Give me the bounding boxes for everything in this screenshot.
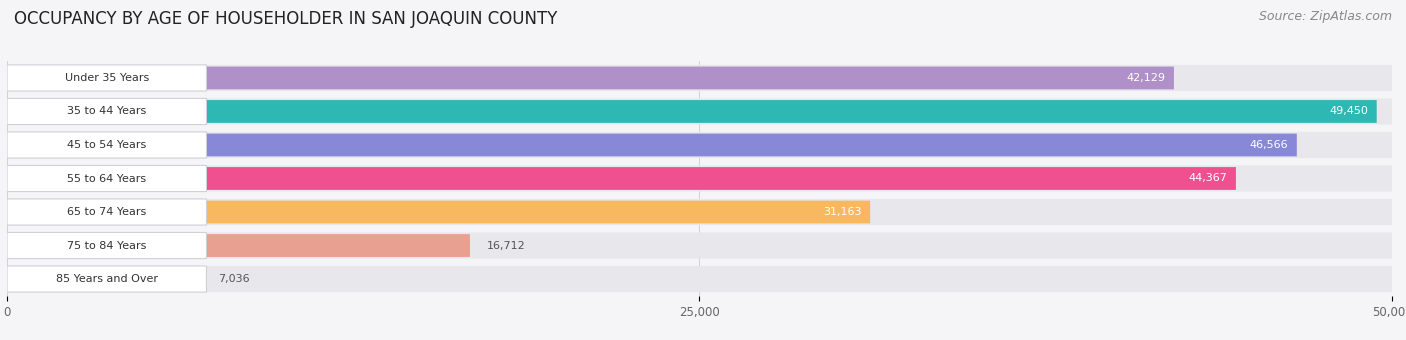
Text: 85 Years and Over: 85 Years and Over xyxy=(56,274,157,284)
FancyBboxPatch shape xyxy=(7,65,1392,91)
FancyBboxPatch shape xyxy=(7,266,1392,292)
Text: 65 to 74 Years: 65 to 74 Years xyxy=(67,207,146,217)
FancyBboxPatch shape xyxy=(7,100,1376,123)
Text: 35 to 44 Years: 35 to 44 Years xyxy=(67,106,146,117)
FancyBboxPatch shape xyxy=(7,201,870,223)
FancyBboxPatch shape xyxy=(7,132,1392,158)
FancyBboxPatch shape xyxy=(7,233,207,259)
FancyBboxPatch shape xyxy=(7,234,470,257)
Text: 44,367: 44,367 xyxy=(1188,173,1227,184)
Text: 46,566: 46,566 xyxy=(1250,140,1288,150)
Text: Under 35 Years: Under 35 Years xyxy=(65,73,149,83)
FancyBboxPatch shape xyxy=(7,98,1392,124)
Text: Source: ZipAtlas.com: Source: ZipAtlas.com xyxy=(1258,10,1392,23)
FancyBboxPatch shape xyxy=(7,166,1392,191)
FancyBboxPatch shape xyxy=(7,166,207,191)
Text: 45 to 54 Years: 45 to 54 Years xyxy=(67,140,146,150)
FancyBboxPatch shape xyxy=(7,67,1174,89)
Text: 7,036: 7,036 xyxy=(218,274,250,284)
FancyBboxPatch shape xyxy=(7,98,207,124)
FancyBboxPatch shape xyxy=(7,199,207,225)
FancyBboxPatch shape xyxy=(7,167,1236,190)
FancyBboxPatch shape xyxy=(7,268,202,290)
Text: OCCUPANCY BY AGE OF HOUSEHOLDER IN SAN JOAQUIN COUNTY: OCCUPANCY BY AGE OF HOUSEHOLDER IN SAN J… xyxy=(14,10,557,28)
Text: 31,163: 31,163 xyxy=(824,207,862,217)
FancyBboxPatch shape xyxy=(7,65,207,91)
Text: 75 to 84 Years: 75 to 84 Years xyxy=(67,240,146,251)
FancyBboxPatch shape xyxy=(7,134,1296,156)
Text: 16,712: 16,712 xyxy=(486,240,526,251)
FancyBboxPatch shape xyxy=(7,199,1392,225)
Text: 55 to 64 Years: 55 to 64 Years xyxy=(67,173,146,184)
FancyBboxPatch shape xyxy=(7,266,207,292)
FancyBboxPatch shape xyxy=(7,233,1392,259)
Text: 49,450: 49,450 xyxy=(1330,106,1368,117)
FancyBboxPatch shape xyxy=(7,132,207,158)
Text: 42,129: 42,129 xyxy=(1126,73,1166,83)
